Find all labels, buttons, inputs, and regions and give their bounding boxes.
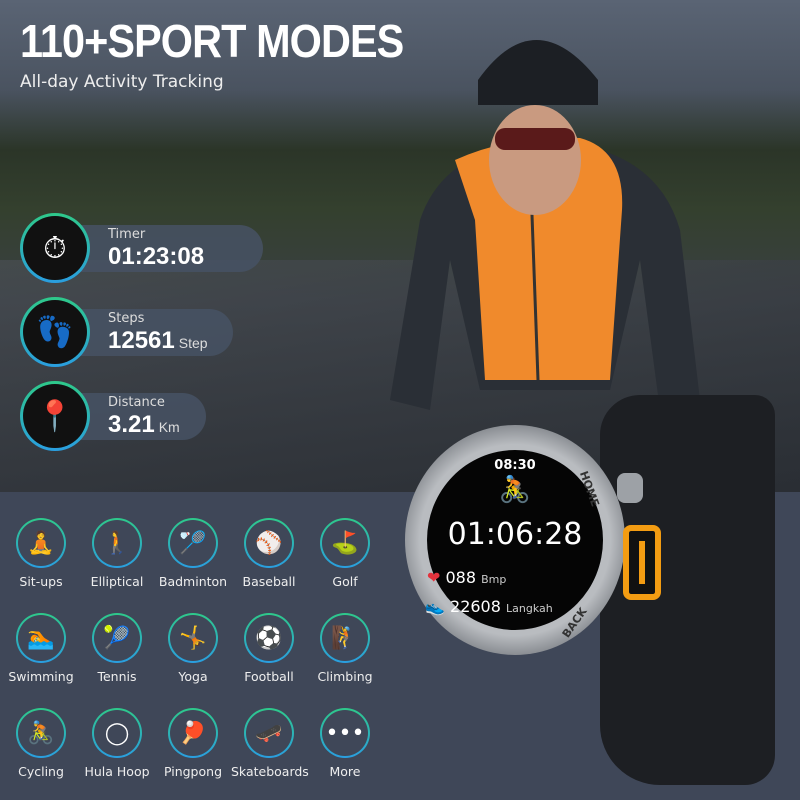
sport-mode-label: Sit-ups: [19, 574, 63, 589]
stat-unit: Step: [178, 335, 208, 351]
football-icon: ⚽: [246, 615, 292, 661]
crown-button[interactable]: [617, 473, 643, 503]
sport-mode-yoga: 🤸 Yoga: [155, 613, 231, 684]
badminton-icon: 🏸: [170, 520, 216, 566]
location-pin-icon: 📍: [23, 384, 87, 448]
sport-mode-golf: ⛳ Golf: [307, 518, 383, 589]
sport-mode-elliptical: 🚶 Elliptical: [79, 518, 155, 589]
elliptical-icon: 🚶: [94, 520, 140, 566]
sport-mode-tennis: 🎾 Tennis: [79, 613, 155, 684]
sport-mode-label: Hula Hoop: [84, 764, 150, 779]
sport-mode-hula-hoop: ◯ Hula Hoop: [79, 708, 155, 779]
sport-mode-more: ••• More: [307, 708, 383, 779]
sport-mode-label: Cycling: [18, 764, 64, 779]
heart-rate-value: 088: [445, 568, 477, 587]
steps-value: 22608: [450, 597, 501, 616]
sport-mode-badminton: 🏸 Badminton: [155, 518, 231, 589]
steps-unit: Langkah: [506, 602, 553, 615]
stat-value: 12561: [108, 327, 175, 354]
sport-mode-label: Swimming: [8, 669, 74, 684]
stat-unit: Km: [158, 419, 180, 435]
footprints-icon: 👣: [23, 300, 87, 364]
sport-mode-label: Football: [244, 669, 294, 684]
page-subtitle: All-day Activity Tracking: [20, 72, 224, 92]
sport-mode-label: Golf: [332, 574, 358, 589]
sport-mode-label: Skateboards: [231, 764, 309, 779]
workout-timer: 01:06:28: [447, 517, 583, 552]
hula-hoop-icon: ◯: [94, 710, 140, 756]
sport-mode-climbing: 🧗 Climbing: [307, 613, 383, 684]
climbing-icon: 🧗: [322, 615, 368, 661]
heart-icon: ❤: [427, 568, 441, 587]
sport-mode-label: Pingpong: [163, 764, 223, 779]
cycling-icon: 🚴: [498, 475, 532, 505]
yoga-icon: 🤸: [170, 615, 216, 661]
sport-mode-label: Elliptical: [90, 574, 144, 589]
sport-mode-pingpong: 🏓 Pingpong: [155, 708, 231, 779]
sport-mode-label: Tennis: [97, 669, 137, 684]
smartwatch: 08:30 🚴 01:06:28 ❤ 088 Bmp 👟 22608 Langk…: [405, 425, 661, 655]
swimming-icon: 🏊: [18, 615, 64, 661]
stopwatch-icon: ⏱: [23, 216, 87, 280]
stat-label: Timer: [108, 227, 146, 242]
sport-mode-swimming: 🏊 Swimming: [3, 613, 79, 684]
sport-mode-label: More: [329, 764, 361, 779]
sport-mode-label: Baseball: [242, 574, 296, 589]
stat-label: Steps: [108, 311, 145, 326]
tennis-icon: 🎾: [94, 615, 140, 661]
pingpong-icon: 🏓: [170, 710, 216, 756]
skateboard-icon: 🛹: [246, 710, 292, 756]
shoe-icon: 👟: [425, 597, 445, 616]
side-button[interactable]: [623, 525, 661, 600]
sport-mode-sit-ups: 🧘 Sit-ups: [3, 518, 79, 589]
cyclist-image: [390, 40, 700, 410]
cycling-icon: 🚴: [18, 710, 64, 756]
stat-value: 01:23:08: [108, 243, 205, 270]
stat-label: Distance: [108, 395, 165, 410]
sport-mode-skateboards: 🛹 Skateboards: [231, 708, 309, 779]
sit-ups-icon: 🧘: [18, 520, 64, 566]
sport-mode-football: ⚽ Football: [231, 613, 307, 684]
sport-mode-label: Yoga: [178, 669, 208, 684]
heart-rate-unit: Bmp: [481, 573, 507, 586]
sport-mode-label: Badminton: [158, 574, 228, 589]
page-title: 110+SPORT MODES: [20, 15, 404, 67]
golf-icon: ⛳: [322, 520, 368, 566]
sport-mode-baseball: ⚾ Baseball: [231, 518, 307, 589]
more-icon: •••: [322, 710, 368, 756]
sport-mode-cycling: 🚴 Cycling: [3, 708, 79, 779]
baseball-icon: ⚾: [246, 520, 292, 566]
stat-value: 3.21: [108, 411, 155, 438]
sport-mode-label: Climbing: [317, 669, 373, 684]
watch-time: 08:30: [494, 458, 536, 473]
